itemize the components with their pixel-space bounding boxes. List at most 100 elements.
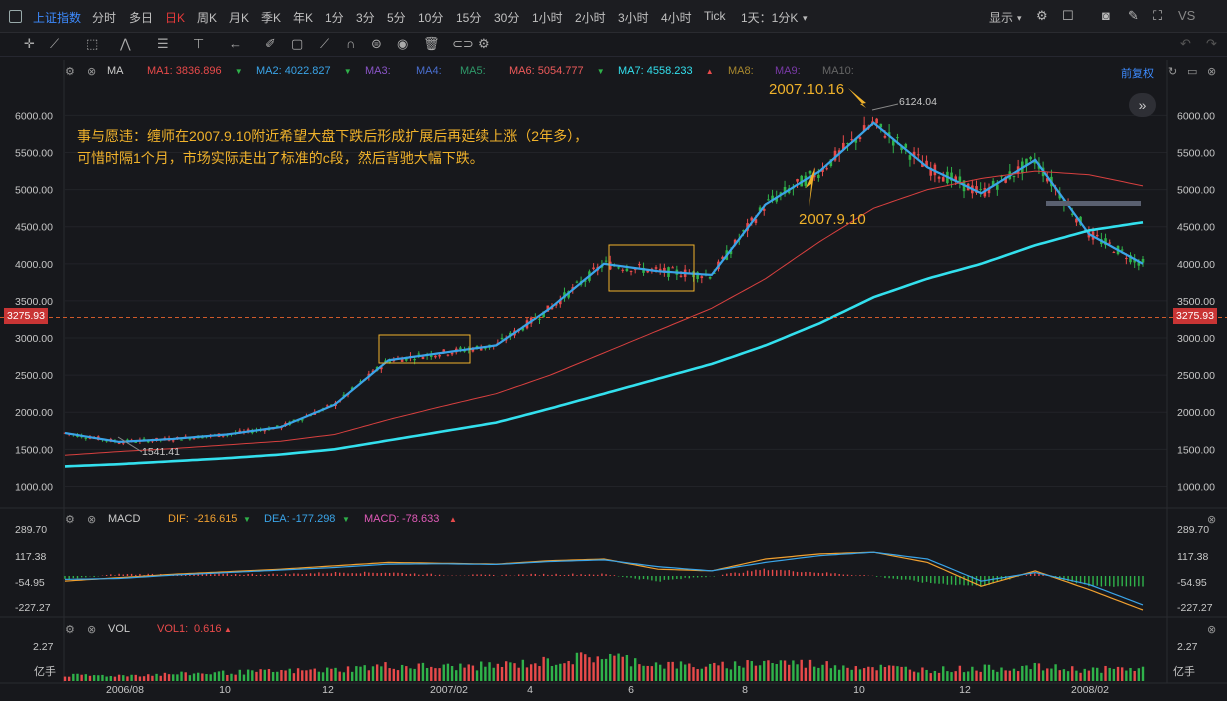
tf-monthly[interactable]: 月K [229, 11, 250, 25]
vs-button[interactable]: VS [1178, 8, 1196, 23]
chevron-down-icon[interactable]: ▾ [803, 13, 808, 23]
vol-bar [138, 676, 142, 681]
sidebar-toggle-icon[interactable] [9, 10, 22, 23]
tf-2h[interactable]: 2小时 [575, 11, 606, 25]
draw-settings-icon[interactable]: ⚙ [478, 36, 490, 51]
tf-10min[interactable]: 10分 [418, 11, 444, 25]
vol-bar [400, 664, 404, 681]
down-arrow-icon: ▼ [596, 67, 605, 76]
vol-bar [84, 674, 88, 681]
lock-draw-icon[interactable]: ⊜ [371, 36, 382, 51]
candle-body [479, 347, 483, 351]
candle-body [413, 359, 416, 361]
peak-leader [871, 103, 899, 111]
vol-pane-header: ⚙ ⊗ VOL VOL1: 0.616 ▲ ⊗ [0, 620, 1227, 638]
vol-bar [271, 671, 275, 681]
eye-icon[interactable]: ◉ [397, 36, 409, 51]
vol-bar [717, 665, 720, 681]
pane-close-icon[interactable]: ⊗ [1207, 514, 1217, 526]
settings-icon[interactable]: ⚙ [65, 514, 75, 526]
fib-tool-icon[interactable]: ☰ [157, 36, 169, 51]
vol-bar [638, 664, 641, 681]
close-icon[interactable]: ⊗ [87, 66, 97, 78]
ma-legend-item: MA8: [728, 65, 754, 77]
measure-tool-icon[interactable]: ⊤ [193, 36, 205, 51]
settings-icon[interactable]: ⚙ [65, 624, 75, 636]
tf-3h[interactable]: 3小时 [618, 11, 649, 25]
dea-line [64, 551, 1144, 606]
tf-custom[interactable]: 1天：1分K [741, 11, 799, 25]
tf-15min[interactable]: 15分 [456, 11, 482, 25]
vol-bar [550, 666, 554, 681]
tf-yearly[interactable]: 年K [293, 11, 314, 25]
vol-bar [779, 660, 783, 681]
rect-tool-icon[interactable]: ⬚ [86, 36, 99, 51]
pencil-icon[interactable]: ✎ [1128, 8, 1139, 23]
trash-icon[interactable]: 🗑 [423, 36, 440, 51]
settings-icon[interactable]: ⚙ [65, 66, 75, 78]
magnet-icon[interactable]: ∩ [346, 36, 356, 51]
vol-bar [296, 668, 300, 681]
pane-close-icon[interactable]: ⊗ [1207, 66, 1217, 78]
chevron-down-icon[interactable]: ▾ [1017, 13, 1022, 23]
tf-4h[interactable]: 4小时 [661, 11, 692, 25]
vol-bar [1058, 670, 1061, 681]
tf-weekly[interactable]: 周K [197, 11, 218, 25]
fullscreen-icon[interactable]: ⛶ [1153, 8, 1163, 23]
tf-3min[interactable]: 3分 [356, 11, 375, 25]
close-icon[interactable]: ⊗ [87, 624, 97, 636]
vol-bar [758, 665, 762, 681]
undo-icon[interactable]: ↶ [1180, 36, 1191, 51]
close-icon[interactable]: ⊗ [87, 514, 97, 526]
tf-5min[interactable]: 5分 [387, 11, 406, 25]
line-tool-icon[interactable]: ⟋ [50, 36, 60, 51]
vol-bar [1083, 668, 1086, 681]
symbol-name[interactable]: 上证指数 [33, 11, 82, 25]
ruler-icon[interactable]: ⟋ [320, 36, 330, 51]
tf-duori[interactable]: 多日 [129, 11, 154, 25]
vol-bar [679, 661, 683, 681]
minimize-icon[interactable]: ▭ [1187, 66, 1198, 78]
candle-body [350, 387, 354, 390]
tf-quarterly[interactable]: 季K [261, 11, 282, 25]
vol-bar [317, 671, 321, 681]
candle-body [796, 179, 799, 182]
arrow-tool-icon[interactable]: ← [229, 36, 242, 51]
vol-bar [442, 664, 445, 681]
expand-icon[interactable]: » [1129, 93, 1156, 117]
vol-bar [850, 669, 853, 681]
vol-bar [817, 667, 820, 681]
vol-bar [455, 670, 458, 681]
layout-icon[interactable]: ☐ [1062, 8, 1074, 23]
tf-1h[interactable]: 1小时 [532, 11, 563, 25]
tf-fenshi[interactable]: 分时 [92, 11, 117, 25]
camera-icon[interactable]: ◙ [1102, 8, 1110, 23]
reset-icon[interactable]: ↻ [1168, 66, 1178, 78]
candle-body [671, 267, 674, 269]
vol-bar [1108, 667, 1111, 681]
candle-body [850, 139, 853, 141]
display-menu[interactable]: 显示 [989, 11, 1014, 25]
vol-bar [654, 662, 658, 681]
candle-body [1025, 158, 1028, 166]
wave-tool-icon[interactable]: ⋀ [120, 36, 131, 51]
settings-icon[interactable]: ⚙ [1036, 8, 1048, 23]
tf-daily[interactable]: 日K [165, 11, 186, 25]
candle-body [1141, 258, 1145, 263]
crosshair-icon[interactable]: ✛ [24, 36, 35, 51]
tf-1min[interactable]: 1分 [325, 11, 344, 25]
redo-icon[interactable]: ↷ [1206, 36, 1217, 51]
brush-tool-icon[interactable]: ✐ [265, 36, 276, 51]
vol-bar [334, 667, 337, 681]
tf-tick[interactable]: Tick [704, 9, 726, 23]
vol-bar [280, 670, 283, 681]
pane-close-icon[interactable]: ⊗ [1207, 624, 1217, 636]
toggle-icon[interactable]: ⊂⊃ [452, 36, 474, 51]
adjust-mode[interactable]: 前复权 [1121, 68, 1154, 80]
vol-bar [554, 664, 558, 681]
tf-30min[interactable]: 30分 [494, 11, 520, 25]
comment-tool-icon[interactable]: ▢ [291, 36, 304, 51]
vol-bar [567, 660, 570, 681]
vol-bar [575, 652, 579, 681]
